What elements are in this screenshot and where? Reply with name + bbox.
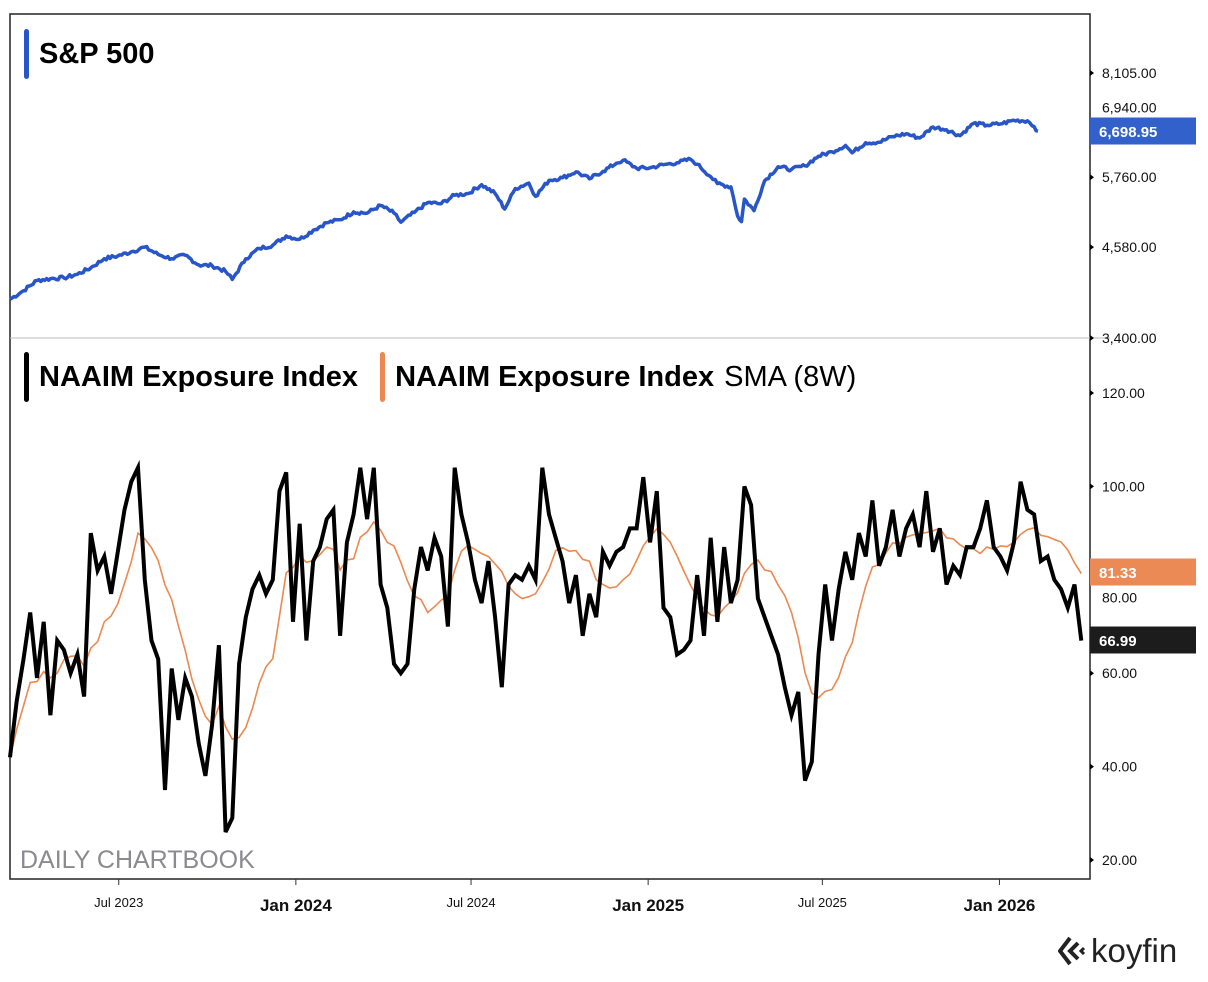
naaim-last-value-badge-text: 66.99 (1099, 633, 1137, 650)
naaim-sma-last-value-badge-bg (1090, 558, 1196, 586)
plot-border (9, 13, 1091, 880)
naaim-y-axis: 20.00 40.00 60.00 80.00 100.00 120.00 (1090, 385, 1145, 868)
sp500-line (9, 118, 1039, 301)
naaim-line (8, 459, 1084, 833)
naaim-y-tick-label: 20.00 (1102, 852, 1137, 868)
sp500-y-tick-label: 6,940.00 (1102, 100, 1157, 116)
sp500-y-axis: 3,400.00 4,580.00 5,760.00 6,940.00 8,105.00 (1090, 65, 1157, 346)
naaim-legend: NAAIM Exposure Index NAAIM Exposure Inde… (24, 352, 856, 402)
sp500-y-tick-label: 3,400.00 (1102, 330, 1157, 346)
sp500-last-value-badge-text: 6,698.95 (1099, 124, 1157, 141)
sp500-legend-label: S&P 500 (39, 37, 155, 70)
x-tick-label: Jan 2025 (612, 896, 684, 915)
chart-frame (9, 13, 1110, 880)
sp500-series-group (9, 118, 1039, 301)
x-tick-label: Jan 2026 (964, 896, 1036, 915)
naaim-y-tick-mark (1090, 857, 1094, 863)
naaim-sma-legend-suffix: SMA (8W) (724, 360, 857, 393)
sp500-y-tick-label: 5,760.00 (1102, 169, 1157, 185)
naaim-y-tick-label: 60.00 (1102, 665, 1137, 681)
sp500-legend: S&P 500 (24, 29, 177, 79)
x-tick-label: Jul 2024 (446, 895, 495, 910)
naaim-sma-legend-label: NAAIM Exposure Index (395, 360, 715, 393)
naaim-legend-label: NAAIM Exposure Index (39, 360, 359, 393)
x-tick-label: Jul 2025 (798, 895, 847, 910)
watermark: DAILY CHARTBOOK (20, 846, 255, 874)
sp500-y-tick-mark (1090, 335, 1094, 341)
koyfin-brand-text: koyfin (1091, 932, 1178, 969)
naaim-y-tick-label: 120.00 (1102, 385, 1145, 401)
naaim-last-value-badge-bg (1090, 626, 1196, 654)
last-value-badges: 6,698.95 81.33 66.99 (1090, 117, 1196, 654)
naaim-y-tick-label: 40.00 (1102, 759, 1137, 775)
sp500-y-tick-mark (1090, 174, 1094, 181)
naaim-y-tick-mark (1090, 763, 1094, 770)
sp500-legend-swatch (24, 29, 29, 79)
x-axis: Jul 2023 Jan 2024 Jul 2024 Jan 2025 Jul 2025… (94, 879, 1035, 915)
sp500-y-tick-mark (1090, 70, 1094, 76)
naaim-legend-swatch (24, 352, 29, 402)
x-tick-label: Jan 2024 (260, 896, 332, 915)
naaim-sma-last-value-badge-text: 81.33 (1099, 565, 1137, 582)
naaim-y-tick-label: 100.00 (1102, 478, 1145, 494)
sp500-last-value-badge-bg (1090, 117, 1196, 145)
x-tick-label: Jul 2023 (94, 895, 143, 910)
naaim-sma-legend-swatch (380, 352, 386, 402)
naaim-y-tick-mark (1090, 390, 1094, 396)
koyfin-logo: koyfin (1058, 932, 1177, 970)
naaim-series-group (8, 459, 1084, 833)
koyfin-logo-icon (1058, 936, 1086, 966)
sp500-y-tick-label: 4,580.00 (1102, 239, 1157, 255)
naaim-y-tick-label: 80.00 (1102, 590, 1137, 606)
naaim-y-tick-mark (1090, 670, 1094, 677)
sp500-y-tick-mark (1090, 244, 1094, 251)
sp500-y-tick-label: 8,105.00 (1102, 65, 1157, 81)
naaim-y-tick-mark (1090, 483, 1094, 490)
